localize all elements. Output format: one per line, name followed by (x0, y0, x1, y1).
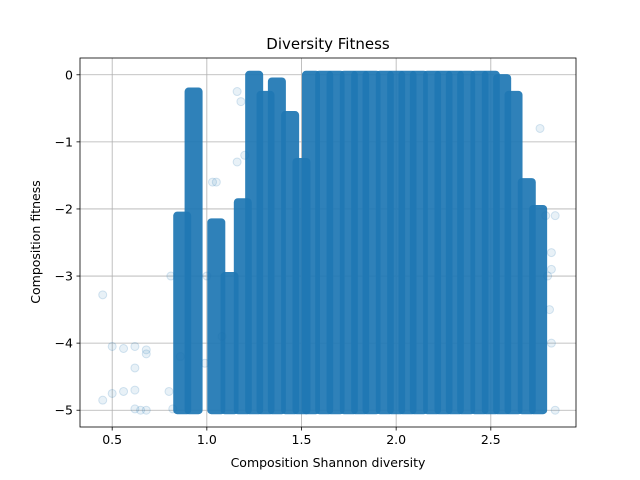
data-point (136, 405, 146, 415)
data-point (232, 87, 242, 97)
data-point (208, 177, 218, 187)
data-point (544, 305, 554, 315)
plot-frame (79, 57, 577, 428)
data-point (550, 211, 560, 221)
data-point (535, 123, 545, 133)
data-point (141, 345, 151, 355)
point-column (184, 87, 203, 415)
x-tick-label: 2.5 (481, 432, 501, 447)
x-tick-label: 2.0 (386, 432, 406, 447)
data-point (546, 248, 556, 258)
y-tick-label: −5 (55, 403, 73, 418)
data-point (130, 404, 140, 414)
data-point (130, 385, 140, 395)
data-point (175, 352, 185, 362)
data-point (130, 341, 140, 351)
data-point (236, 97, 246, 107)
x-axis-ticks: 0.5 1.0 1.5 2.0 2.5 (102, 427, 501, 447)
chart-title: Diversity Fitness (266, 35, 390, 53)
data-point (232, 157, 242, 167)
data-point (141, 349, 151, 359)
data-point (211, 177, 221, 187)
data-points (98, 70, 560, 415)
x-axis-label: Composition Shannon diversity (231, 455, 426, 470)
x-tick-label: 0.5 (102, 432, 122, 447)
data-point (546, 264, 556, 274)
x-tick-label: 1.0 (197, 432, 217, 447)
y-axis-label: Composition fitness (28, 180, 43, 303)
y-axis-ticks: 0 −1 −2 −3 −4 −5 (55, 67, 80, 418)
data-point (107, 388, 117, 398)
y-tick-label: −2 (55, 201, 73, 216)
point-column (529, 204, 548, 415)
y-tick-label: −3 (55, 269, 73, 284)
x-tick-label: 1.5 (292, 432, 312, 447)
data-point (98, 395, 108, 405)
data-point (164, 386, 174, 396)
data-point (141, 405, 151, 415)
y-tick-label: −4 (55, 336, 73, 351)
data-point (546, 338, 556, 348)
data-point (200, 358, 210, 368)
data-point (550, 405, 560, 415)
data-point (119, 386, 129, 396)
data-point (119, 344, 129, 354)
data-point (168, 404, 178, 414)
y-tick-label: −1 (55, 134, 73, 149)
data-point (217, 331, 227, 341)
y-tick-label: 0 (65, 67, 73, 82)
data-point (166, 271, 176, 281)
data-point (541, 211, 551, 221)
data-point (240, 150, 250, 160)
data-point (98, 290, 108, 300)
data-point (130, 363, 140, 373)
data-point (107, 341, 117, 351)
data-point (202, 271, 212, 281)
data-point (543, 271, 553, 281)
